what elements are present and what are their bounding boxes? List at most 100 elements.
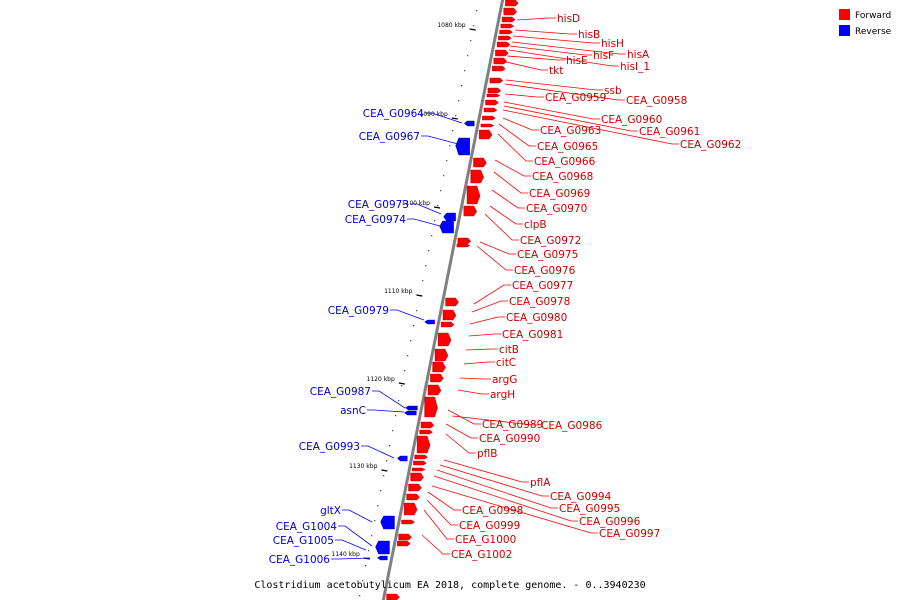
- gene-label-cea-g0979: CEA_G0979: [328, 305, 389, 317]
- gene-label-citc: citC: [496, 357, 516, 369]
- forward-gene-block: [496, 41, 511, 48]
- gene-label-cea-g0998: CEA_G0998: [462, 505, 523, 517]
- baseline-dot: [392, 430, 394, 432]
- forward-leader-line: [503, 101, 600, 120]
- forward-leader-line: [508, 49, 619, 67]
- gene-label-clpb: clpB: [524, 219, 547, 231]
- gene-labels: hisDhisBhisHhisAhisFhisI_1hisEtktssbCEA_…: [269, 13, 742, 566]
- gene-label-cea-g0968: CEA_G0968: [532, 171, 593, 183]
- baseline-dot: [404, 370, 406, 372]
- gene-label-cea-g0978: CEA_G0978: [509, 296, 570, 308]
- baseline-dot: [398, 400, 400, 402]
- forward-leader-line: [431, 485, 598, 534]
- gene-label-cea-g0962: CEA_G0962: [680, 139, 741, 151]
- tick-label: 1110 kbp: [384, 288, 412, 295]
- forward-gene-block: [437, 332, 452, 347]
- forward-gene-block: [500, 23, 515, 29]
- forward-gene-block: [470, 169, 484, 184]
- dotted-baseline: [359, 10, 478, 597]
- tick-label: 1090 kbp: [420, 111, 448, 118]
- forward-leader-line: [502, 117, 539, 131]
- forward-gene-block: [466, 185, 481, 205]
- baseline-dot: [425, 265, 427, 267]
- forward-leader-line: [426, 499, 458, 526]
- gene-label-cea-g0987: CEA_G0987: [310, 386, 371, 398]
- gene-label-cea-g0994: CEA_G0994: [550, 491, 612, 503]
- baseline-dot: [464, 70, 466, 72]
- forward-leader-line: [504, 93, 544, 98]
- gene-label-argg: argG: [492, 374, 517, 386]
- gene-label-cea-g0965: CEA_G0965: [537, 141, 598, 153]
- reverse-gene-block: [455, 137, 470, 156]
- forward-gene-block: [404, 502, 418, 516]
- gene-label-pfla: pflA: [530, 477, 551, 489]
- reverse-leader-line: [342, 509, 373, 523]
- baseline-dot: [377, 505, 379, 507]
- reverse-leader-line: [331, 557, 371, 560]
- genome-caption: Clostridium acetobutylicum EA 2018, comp…: [254, 580, 645, 591]
- reverse-leader-line: [338, 525, 373, 547]
- forward-leader-line: [445, 433, 476, 454]
- gene-label-cea-g0974: CEA_G0974: [345, 214, 407, 226]
- forward-gene-block: [505, 0, 519, 7]
- reverse-gene-block: [377, 555, 388, 561]
- legend-reverse-label: Reverse: [855, 27, 892, 37]
- forward-leader-line: [497, 133, 533, 162]
- forward-gene-block: [445, 297, 459, 307]
- baseline-dot: [383, 475, 385, 477]
- reverse-gene-block: [439, 220, 454, 234]
- tick-mark: [398, 382, 405, 385]
- baseline-dot: [413, 325, 415, 327]
- forward-gene-block: [463, 205, 478, 217]
- forward-gene-block: [401, 519, 415, 525]
- forward-leader-line: [451, 415, 540, 426]
- forward-gene-block: [493, 57, 508, 65]
- reverse-gene-block: [404, 410, 417, 416]
- reverse-gene-block: [405, 405, 418, 411]
- reverse-gene-block: [463, 120, 475, 127]
- gene-label-cea-g0996: CEA_G0996: [579, 516, 641, 528]
- legend-forward-swatch: [839, 9, 850, 20]
- tick-mark: [469, 28, 476, 31]
- gene-label-cea-g1000: CEA_G1000: [455, 534, 516, 546]
- baseline-dot: [431, 235, 433, 237]
- gene-label-cea-g0977: CEA_G0977: [512, 280, 573, 292]
- gene-features: [375, 0, 519, 600]
- forward-gene-block: [456, 243, 471, 248]
- baseline-dot: [440, 190, 442, 192]
- forward-gene-block: [398, 533, 412, 541]
- baseline-dot: [476, 10, 478, 12]
- forward-leader-line: [443, 459, 529, 483]
- reverse-leader-line: [410, 203, 442, 215]
- forward-leader-line: [516, 17, 556, 21]
- forward-gene-block: [440, 321, 455, 328]
- baseline-dot: [470, 40, 472, 42]
- gene-label-cea-g0976: CEA_G0976: [514, 265, 576, 277]
- forward-gene-block: [498, 35, 512, 41]
- baseline-dot: [467, 55, 469, 57]
- forward-leader-line: [473, 284, 511, 305]
- baseline-dot: [458, 100, 460, 102]
- forward-gene-block: [503, 7, 517, 16]
- baseline-dot: [473, 25, 475, 27]
- gene-label-pflb: pflB: [477, 448, 497, 460]
- tick-label: 1100 kbp: [402, 200, 430, 207]
- forward-gene-block: [416, 435, 431, 454]
- gene-label-cea-g0975: CEA_G0975: [517, 249, 578, 261]
- baseline-dot: [368, 550, 370, 552]
- baseline-dot: [461, 85, 463, 87]
- forward-leader-line: [423, 509, 454, 540]
- genome-axis: [381, 0, 505, 600]
- forward-gene-block: [397, 540, 411, 547]
- baseline-dot: [386, 460, 388, 462]
- forward-gene-block: [414, 454, 428, 460]
- gene-label-cea-g0959: CEA_G0959: [545, 92, 606, 104]
- gene-label-cea-g1006: CEA_G1006: [269, 554, 331, 566]
- reverse-leader-line: [407, 218, 441, 227]
- gene-label-ssb: ssb: [604, 85, 622, 97]
- forward-gene-block: [485, 99, 499, 106]
- tick-mark: [433, 206, 441, 209]
- baseline-dot: [416, 310, 418, 312]
- forward-leader-line: [505, 61, 548, 71]
